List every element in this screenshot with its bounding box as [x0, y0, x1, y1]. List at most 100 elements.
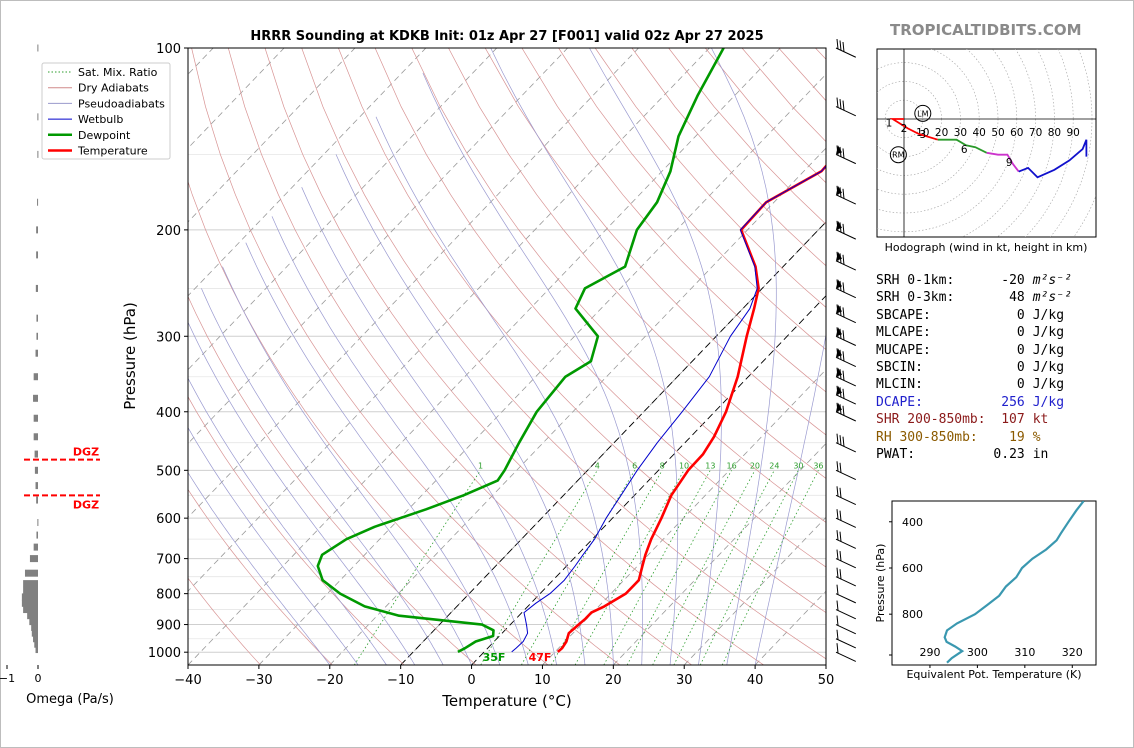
wind-barb-shaft — [835, 260, 857, 271]
stat-row: MLCAPE: 0 J/kg — [876, 325, 1064, 340]
wind-barb-feather — [836, 38, 839, 50]
hodograph-segment — [937, 138, 988, 154]
mixing-ratio-label: 36 — [813, 461, 823, 470]
omega-bar — [29, 555, 38, 563]
isotherm — [188, 48, 427, 297]
legend-label: Dry Adiabats — [78, 82, 149, 95]
wind-barb-feather — [839, 305, 842, 316]
wind-barb-feather — [839, 404, 842, 415]
stat-unit: m²s⁻² — [1032, 273, 1072, 288]
wind-barb-feather — [839, 222, 842, 233]
surface-dewpoint-label: 35F — [483, 651, 506, 664]
wind-barb-feather — [839, 40, 842, 51]
isotherm — [188, 48, 498, 371]
wind-barb-feather — [836, 185, 839, 196]
stat-unit: J/kg — [1032, 325, 1065, 341]
omega-bar — [35, 482, 38, 490]
hodograph-segment — [1018, 139, 1088, 179]
theta-x-tick-label: 310 — [1014, 646, 1035, 659]
isotherm — [683, 516, 826, 665]
hodograph-ring-label: 20 — [935, 127, 948, 139]
wind-barb-shaft — [835, 593, 857, 604]
mixing-ratio-label: 1 — [478, 461, 483, 470]
wind-barb-feather — [839, 569, 842, 580]
wind-barb-shaft — [835, 194, 857, 205]
legend-label: Temperature — [77, 145, 148, 158]
wind-barb-shaft — [835, 494, 857, 506]
hodograph-height-label: 9 — [1006, 157, 1013, 169]
stat-row: SRH 0-3km: 48 m²s⁻² — [876, 290, 1072, 305]
stat-label: SHR 200-850mb: — [876, 412, 986, 428]
x-tick-label: 10 — [534, 673, 551, 688]
wind-barb-feather — [836, 584, 839, 595]
hodograph-segment — [986, 151, 1020, 173]
moist-adiabat — [301, 187, 557, 665]
stat-value: 19 — [1009, 429, 1025, 445]
moist-adiabat — [245, 242, 501, 665]
stat-row: SBCAPE: 0 J/kg — [876, 308, 1064, 323]
mixing-ratio-label: 16 — [727, 461, 737, 470]
hodograph-marker-circle — [914, 104, 932, 122]
stat-row: SBCIN: 0 J/kg — [876, 360, 1064, 375]
hodograph-height-label: 1 — [886, 118, 893, 130]
stat-row: SRH 0-1km: -20 m²s⁻² — [876, 273, 1072, 288]
mixing-ratio-label: 13 — [705, 461, 715, 470]
wind-barb-feather — [836, 643, 839, 654]
wind-barb-shaft — [835, 229, 857, 240]
stat-spacer — [931, 325, 1017, 340]
hodograph-segment — [889, 118, 939, 141]
stat-row: RH 300-850mb: 19% — [876, 430, 1041, 445]
wind-barb-shaft — [835, 411, 857, 422]
stat-spacer — [923, 395, 1001, 410]
stat-label: DCAPE: — [876, 394, 923, 410]
surface-temperature-label: 47F — [529, 651, 552, 664]
omega-bar — [33, 433, 38, 441]
omega-bar — [27, 612, 38, 620]
omega-bar — [35, 284, 38, 292]
dgz-label: DGZ — [73, 498, 99, 511]
hodograph-ring-label: 90 — [1067, 127, 1080, 139]
wind-barb-feather — [836, 97, 839, 108]
moist-adiabat — [754, 332, 826, 665]
legend-label: Pseudoadiabats — [78, 97, 165, 110]
stat-label: MLCIN: — [876, 377, 923, 393]
moist-adiabat — [201, 288, 444, 665]
stat-unit: J/kg — [1032, 394, 1065, 410]
y-tick-label: 500 — [156, 464, 181, 479]
omega-bar — [31, 629, 38, 637]
moist-adiabat — [711, 48, 777, 665]
stat-value: 0 — [1016, 307, 1025, 323]
wind-barb-feather — [836, 600, 839, 611]
wind-barb-shaft — [835, 312, 857, 324]
moist-adiabat — [188, 377, 387, 665]
wind-barb-feather — [839, 487, 842, 498]
theta-e-trace — [943, 501, 1085, 664]
dry-adiabat — [188, 577, 261, 665]
dry-adiabat — [191, 48, 621, 665]
wind-barb-feather — [836, 530, 839, 541]
omega-bar — [37, 44, 39, 52]
wind-barb-feather — [836, 220, 839, 231]
stat-unit: J/kg — [1032, 307, 1065, 323]
stat-unit: J/kg — [1032, 360, 1065, 375]
mixing-ratio-label: 20 — [750, 461, 760, 470]
stat-row: PWAT: 0.23 in — [876, 447, 1048, 462]
stat-value: 0 — [1016, 325, 1025, 341]
omega-bar — [37, 113, 39, 121]
wind-barb-feather — [836, 509, 839, 520]
moist-adiabat — [188, 321, 416, 665]
y-tick-label: 200 — [156, 224, 181, 239]
omega-bar — [34, 640, 38, 648]
dry-adiabat — [301, 48, 826, 660]
omega-bar — [29, 618, 38, 626]
omega-bar — [36, 332, 38, 340]
wind-barb-feather — [839, 435, 842, 446]
wind-barb-shaft — [835, 335, 857, 346]
omega-xlabel: Omega (Pa/s) — [26, 692, 114, 707]
x-tick-label: 40 — [747, 673, 764, 688]
stat-value: 107 — [1001, 412, 1025, 428]
stat-spacer — [931, 343, 1017, 358]
dry-adiabat — [338, 48, 826, 614]
mixing-ratio-label: 24 — [769, 461, 779, 470]
